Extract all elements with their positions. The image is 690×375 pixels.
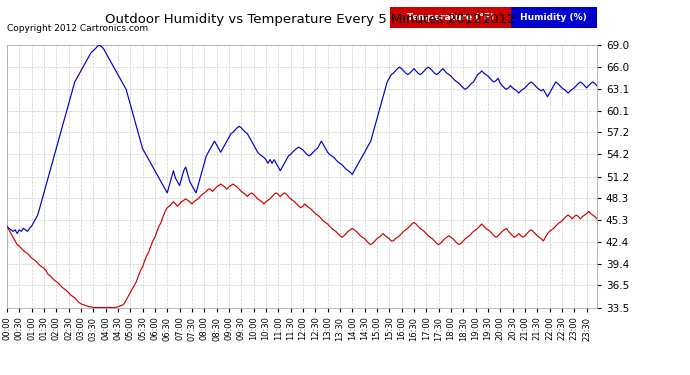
Text: Copyright 2012 Cartronics.com: Copyright 2012 Cartronics.com (7, 24, 148, 33)
Text: Temperature (°F): Temperature (°F) (406, 13, 494, 22)
Text: Humidity (%): Humidity (%) (520, 13, 587, 22)
Text: Outdoor Humidity vs Temperature Every 5 Minutes 20121012: Outdoor Humidity vs Temperature Every 5 … (106, 13, 515, 26)
